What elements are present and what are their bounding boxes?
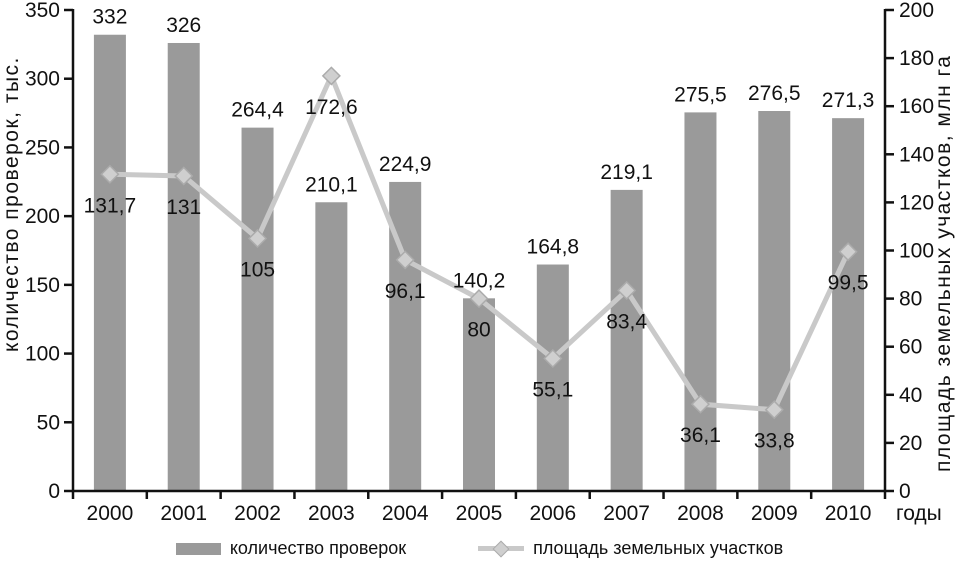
marker-2000 [100, 164, 120, 184]
legend-label-inspections: количество проверок [229, 538, 407, 558]
diamond-marker-icon [492, 540, 510, 557]
bar-value-label: 271,3 [822, 89, 875, 112]
x-axis-year-label: 2005 [456, 502, 503, 525]
bar-value-label: 264,4 [231, 99, 284, 122]
right-axis-tick-label: 120 [899, 191, 934, 214]
left-axis-tick-label: 100 [25, 343, 60, 366]
line-series-swatch-icon [478, 540, 525, 557]
legend-item-land-area: площадь земельных участков [478, 538, 783, 559]
line-value-label: 33,8 [754, 430, 795, 453]
x-axis-year-label: 2003 [308, 502, 355, 525]
line-value-label: 55,1 [532, 378, 573, 401]
left-axis-tick-label: 0 [48, 480, 60, 503]
marker-2002 [247, 228, 268, 249]
bar-2010 [832, 118, 865, 492]
bar-value-label: 140,2 [453, 269, 506, 292]
bar-2008 [684, 112, 717, 492]
right-axis-tick-label: 20 [899, 432, 922, 455]
line-value-label: 131,7 [84, 194, 137, 217]
line-value-label: 96,1 [385, 280, 426, 303]
bar-value-label: 210,1 [305, 173, 358, 196]
bar-value-label: 275,5 [674, 83, 727, 106]
bar-2003 [315, 202, 348, 491]
marker-2009 [764, 400, 784, 420]
right-axis-title: площадь земельных участков, млн га [932, 55, 955, 472]
x-axis-year-label: 2009 [751, 502, 798, 525]
line-value-label: 105 [240, 258, 275, 281]
x-axis-year-label: 2006 [529, 502, 576, 525]
line-value-label: 36,1 [680, 424, 721, 447]
line-value-label: 172,6 [305, 96, 358, 119]
bar-2002 [241, 127, 274, 491]
marker-2007 [617, 280, 637, 300]
legend-item-inspections: количество проверок [175, 538, 407, 559]
marker-2004 [395, 250, 415, 270]
right-axis-tick-label: 160 [899, 95, 934, 118]
legend-label-land-area: площадь земельных участков [533, 538, 784, 558]
x-axis-year-label: 2000 [87, 502, 134, 525]
x-axis-title: годы [896, 502, 942, 525]
bar-value-label: 276,5 [748, 82, 801, 105]
bar-2001 [167, 42, 200, 492]
x-axis-year-label: 2001 [160, 502, 207, 525]
marker-2010 [838, 242, 858, 262]
marker-2003 [321, 66, 341, 86]
x-axis-year-label: 2010 [825, 502, 872, 525]
left-axis-tick-label: 150 [25, 274, 60, 297]
x-axis-year-label: 2007 [603, 502, 650, 525]
bar-2006 [536, 264, 569, 491]
chart-legend: количество проверок площадь земельных уч… [0, 534, 959, 563]
left-axis-title: количество проверок, тыс. [0, 56, 23, 352]
bar-value-label: 219,1 [600, 161, 653, 184]
line-value-label: 80 [467, 319, 490, 342]
bar-2009 [758, 111, 791, 491]
right-axis-tick-label: 200 [899, 0, 934, 22]
left-axis-tick-label: 300 [25, 68, 60, 91]
line-value-label: 131 [166, 196, 201, 219]
marker-2008 [690, 394, 711, 414]
bar-value-label: 332 [92, 6, 127, 29]
right-axis-tick-label: 40 [899, 384, 922, 407]
line-value-label: 83,4 [606, 310, 647, 333]
right-axis-tick-label: 80 [899, 288, 922, 311]
x-axis-year-label: 2004 [382, 502, 429, 525]
left-axis-tick-label: 200 [25, 205, 60, 228]
bar-2000 [93, 34, 126, 491]
bar-2007 [610, 189, 643, 492]
x-axis-year-label: 2008 [677, 502, 724, 525]
bar-value-label: 164,8 [527, 236, 580, 259]
right-axis-tick-label: 60 [899, 336, 922, 359]
right-axis-tick-label: 100 [899, 240, 934, 263]
marker-2001 [174, 166, 194, 186]
left-axis-tick-label: 350 [25, 0, 60, 22]
bar-value-label: 326 [166, 14, 201, 37]
right-axis-tick-label: 180 [899, 47, 934, 70]
bar-value-label: 224,9 [379, 153, 432, 176]
right-axis-tick-label: 140 [899, 143, 934, 166]
x-axis-year-label: 2002 [234, 502, 281, 525]
line-value-label: 99,5 [828, 272, 869, 295]
bar-series-swatch-icon [175, 542, 221, 555]
left-axis-tick-label: 50 [37, 411, 60, 434]
bar-2005 [463, 298, 495, 491]
chart-generated-layer: 332 326 264,4 210,1 224,9 140,2 164,8 219,1 275,… [25, 0, 934, 525]
left-axis-tick-label: 250 [25, 136, 60, 159]
right-axis-tick-label: 0 [899, 480, 911, 503]
marker-2006 [543, 348, 563, 369]
marker-2005 [469, 289, 489, 309]
